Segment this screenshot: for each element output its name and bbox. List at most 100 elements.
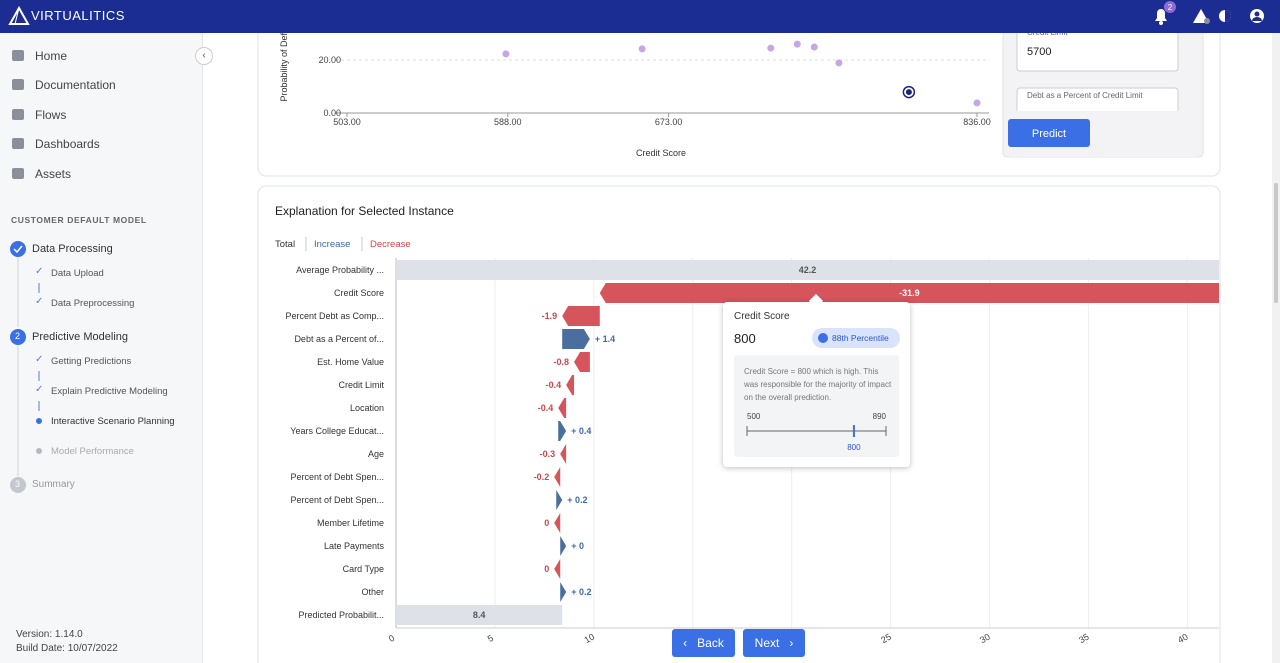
input-label: Debt as a Percent of Credit Limit — [1027, 91, 1143, 100]
back-label: Back — [697, 636, 724, 650]
increase-bar — [556, 490, 563, 510]
input-value: 5700 — [1027, 46, 1051, 58]
logo — [8, 6, 30, 25]
category-label: Years College Educat... — [290, 426, 384, 436]
category-label: Credit Limit — [338, 380, 384, 390]
tooltip-title: Credit Score — [734, 311, 790, 322]
value-label: 8.4 — [473, 610, 486, 620]
build-date: Build Date: 10/07/2022 — [16, 643, 118, 654]
step-number: 2 — [15, 331, 21, 341]
x-tick-label: 10 — [582, 632, 596, 646]
y-tick-label: 20.00 — [318, 55, 341, 65]
x-tick-label: 5 — [486, 633, 495, 644]
section-title: Explanation for Selected Instance — [275, 204, 454, 218]
tooltip-detail: Credit Score = 800 which is high. This w… — [734, 355, 899, 457]
decrease-bar — [566, 375, 575, 395]
total-bar — [396, 605, 563, 625]
value-label: + 0 — [571, 541, 584, 551]
step-label[interactable]: Data Processing — [32, 243, 113, 255]
nav-item[interactable]: Documentation — [35, 78, 116, 92]
x-tick-label: 588.00 — [494, 117, 522, 127]
step-label[interactable]: Predictive Modeling — [32, 331, 128, 343]
category-label: Percent of Debt Spen... — [290, 495, 384, 505]
nav-item[interactable]: Flows — [35, 108, 67, 122]
scrollbar[interactable] — [1272, 33, 1280, 663]
substep[interactable]: Data Preprocessing — [51, 298, 135, 309]
increase-bar — [560, 536, 567, 556]
step-label: Summary — [32, 479, 75, 490]
decrease-bar — [574, 352, 590, 372]
legend-item[interactable]: Total — [275, 239, 295, 250]
category-label: Percent of Debt Spen... — [290, 472, 384, 482]
category-label: Late Payments — [324, 541, 385, 551]
category-label: Est. Home Value — [317, 357, 384, 367]
x-tick-label: 35 — [1077, 632, 1091, 646]
nav-item[interactable]: Assets — [35, 167, 72, 181]
value-label: -0.8 — [554, 357, 570, 367]
value-label: -31.9 — [899, 288, 920, 298]
x-tick-label: 30 — [978, 632, 992, 646]
predict-button[interactable] — [1008, 119, 1090, 147]
predict-label: Predict — [1032, 128, 1066, 140]
value-label: + 1.4 — [595, 334, 615, 344]
tooltip-value: 800 — [734, 331, 756, 346]
nav-item[interactable]: Dashboards — [35, 137, 100, 151]
value-label: + 0.2 — [567, 495, 587, 505]
substep[interactable]: Interactive Scenario Planning — [51, 416, 175, 427]
x-tick-label: 836.00 — [963, 117, 991, 127]
point — [810, 43, 818, 51]
category-label: Credit Score — [334, 288, 384, 298]
increase-bar — [558, 421, 567, 441]
legend-item[interactable]: Decrease — [370, 239, 411, 250]
category-label: Age — [368, 449, 384, 459]
decrease-bar — [558, 398, 567, 418]
selected-point-ring — [902, 85, 916, 99]
increase-bar — [560, 582, 567, 602]
value-label: + 0.2 — [571, 587, 591, 597]
sidebar: ‹ Home Documentation Flows Dashboards As… — [0, 33, 213, 663]
point — [767, 44, 775, 52]
y-tick-label: 0.00 — [323, 108, 341, 118]
tooltip: Credit Score 800 88th Percentile Credit … — [723, 293, 910, 467]
category-label: Predicted Probabilit... — [298, 610, 384, 620]
back-button[interactable]: ‹ Back — [672, 629, 735, 657]
decrease-bar — [560, 444, 567, 464]
point — [638, 45, 646, 53]
value-label: 42.2 — [799, 265, 817, 275]
nav-item[interactable]: Home — [35, 49, 68, 63]
substep[interactable]: Explain Predictive Modeling — [51, 386, 168, 397]
point — [793, 40, 801, 48]
x-tick-label: 25 — [879, 632, 893, 646]
version: Version: 1.14.0 — [16, 629, 83, 640]
category-label: Average Probability ... — [296, 265, 384, 275]
category-label: Location — [350, 403, 384, 413]
brand: VIRTUALITICS — [31, 8, 125, 23]
next-label: Next — [754, 636, 780, 650]
bars — [396, 260, 1219, 625]
step-number: 3 — [15, 479, 21, 489]
collapse-button[interactable]: ‹ — [195, 47, 213, 65]
substep[interactable]: Getting Predictions — [51, 356, 132, 367]
header-icons[interactable]: 2 — [1150, 0, 1280, 33]
legend-item[interactable]: Increase — [314, 239, 350, 250]
selected-point — [905, 89, 912, 96]
value-label: -1.9 — [542, 311, 558, 321]
point — [835, 59, 843, 67]
decrease-bar — [562, 306, 600, 326]
next-button[interactable]: Next › — [743, 629, 805, 657]
value-label: -0.4 — [546, 380, 562, 390]
header: VIRTUALITICS 2 — [0, 0, 1280, 33]
decrease-bar — [554, 513, 561, 533]
x-tick-label: 503.00 — [333, 117, 361, 127]
decrease-bar — [599, 283, 1219, 303]
point — [973, 99, 981, 107]
decrease-bar — [554, 467, 561, 487]
substep[interactable]: Data Upload — [51, 268, 104, 279]
category-label: Card Type — [343, 564, 384, 574]
point — [502, 50, 510, 58]
range-scale: 500 890 800 — [746, 412, 887, 452]
x-axis-label: Credit Score — [636, 148, 686, 158]
percentile-badge: 88th Percentile — [812, 328, 900, 348]
